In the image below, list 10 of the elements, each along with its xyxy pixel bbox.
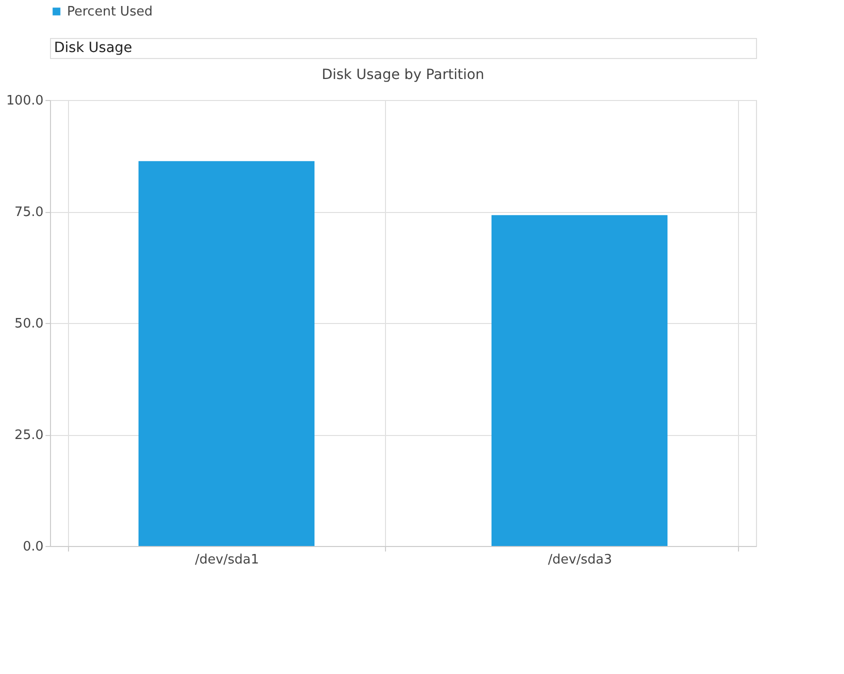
y-tick-label: 75.0 (14, 205, 44, 220)
text: Disk Usage (54, 40, 132, 56)
y-tick-label: 0.0 (22, 540, 44, 554)
y-tick-label: 50.0 (14, 316, 44, 332)
chart-title: Disk Usage by Partition (322, 67, 484, 83)
y-tick-label: 25.0 (14, 428, 44, 443)
y-tick-label: 100.0 (6, 94, 44, 108)
x-tick-label: /dev/sda3 (548, 552, 612, 568)
legend-label: Percent Used (67, 4, 153, 20)
x-tick-label: /dev/sda1 (195, 552, 259, 568)
